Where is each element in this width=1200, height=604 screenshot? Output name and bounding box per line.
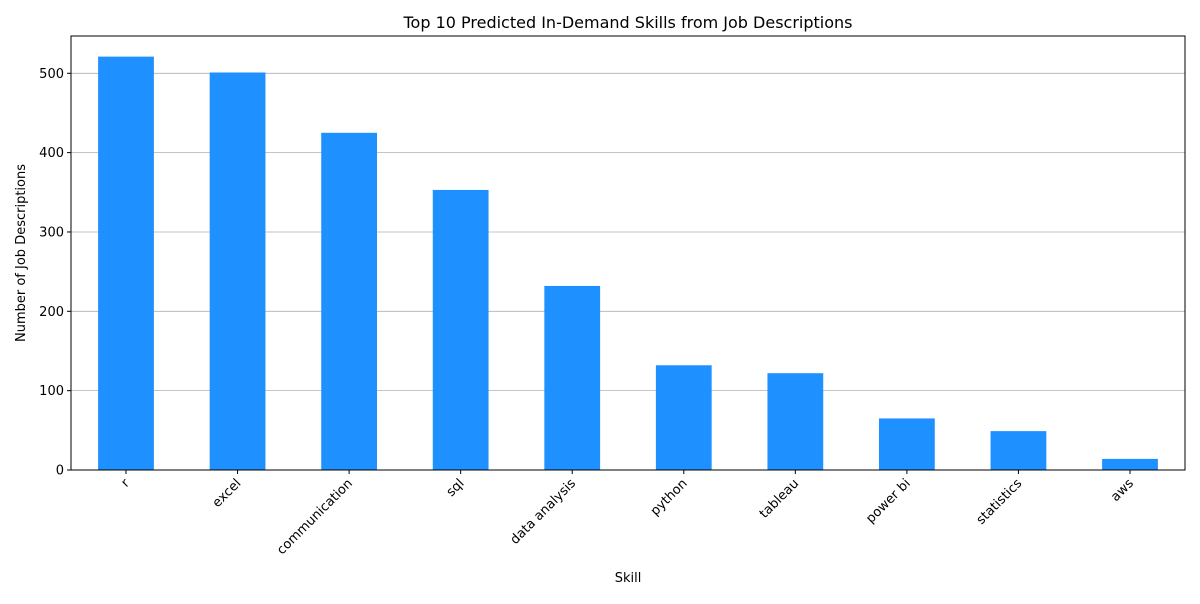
bar-aws [1102,458,1158,470]
y-axis-ticks: 0 100 200 300 400 500 [39,67,71,479]
y-tick-label: 100 [39,384,64,399]
bar-data-analysis [544,285,601,470]
x-tick-label: r [118,476,133,491]
x-axis-ticks: r excel communication sql data analysis pytho… [118,470,1137,558]
y-tick-label: 200 [39,305,64,320]
bar-statistics [990,431,1047,470]
y-tick-label: 300 [39,225,64,240]
x-tick-label: statistics [974,476,1026,528]
chart-title: Top 10 Predicted In-Demand Skills from J… [402,13,852,32]
x-tick-label: excel [210,476,245,511]
bar-tableau [767,373,824,470]
x-tick-label: data analysis [508,476,580,548]
bar-power-bi [879,418,935,470]
bar-sql [432,189,489,470]
bars [98,56,1158,471]
x-tick-label: python [648,476,691,519]
x-tick-label: tableau [757,476,802,521]
plot-frame [70,35,1186,471]
bar-python [655,365,712,470]
x-tick-label: sql [444,476,468,500]
y-axis-label: Number of Job Descriptions [14,164,29,342]
y-tick-label: 400 [39,146,64,161]
bar-excel [209,72,266,471]
y-tick-label: 0 [56,464,64,479]
bar-r [98,56,154,471]
x-axis-label: Skill [615,571,642,586]
bar-communication [321,132,377,471]
x-tick-label: power bi [863,476,913,526]
y-tick-label: 500 [39,67,64,82]
x-tick-label: aws [1108,476,1137,505]
x-tick-label: communication [274,476,356,558]
